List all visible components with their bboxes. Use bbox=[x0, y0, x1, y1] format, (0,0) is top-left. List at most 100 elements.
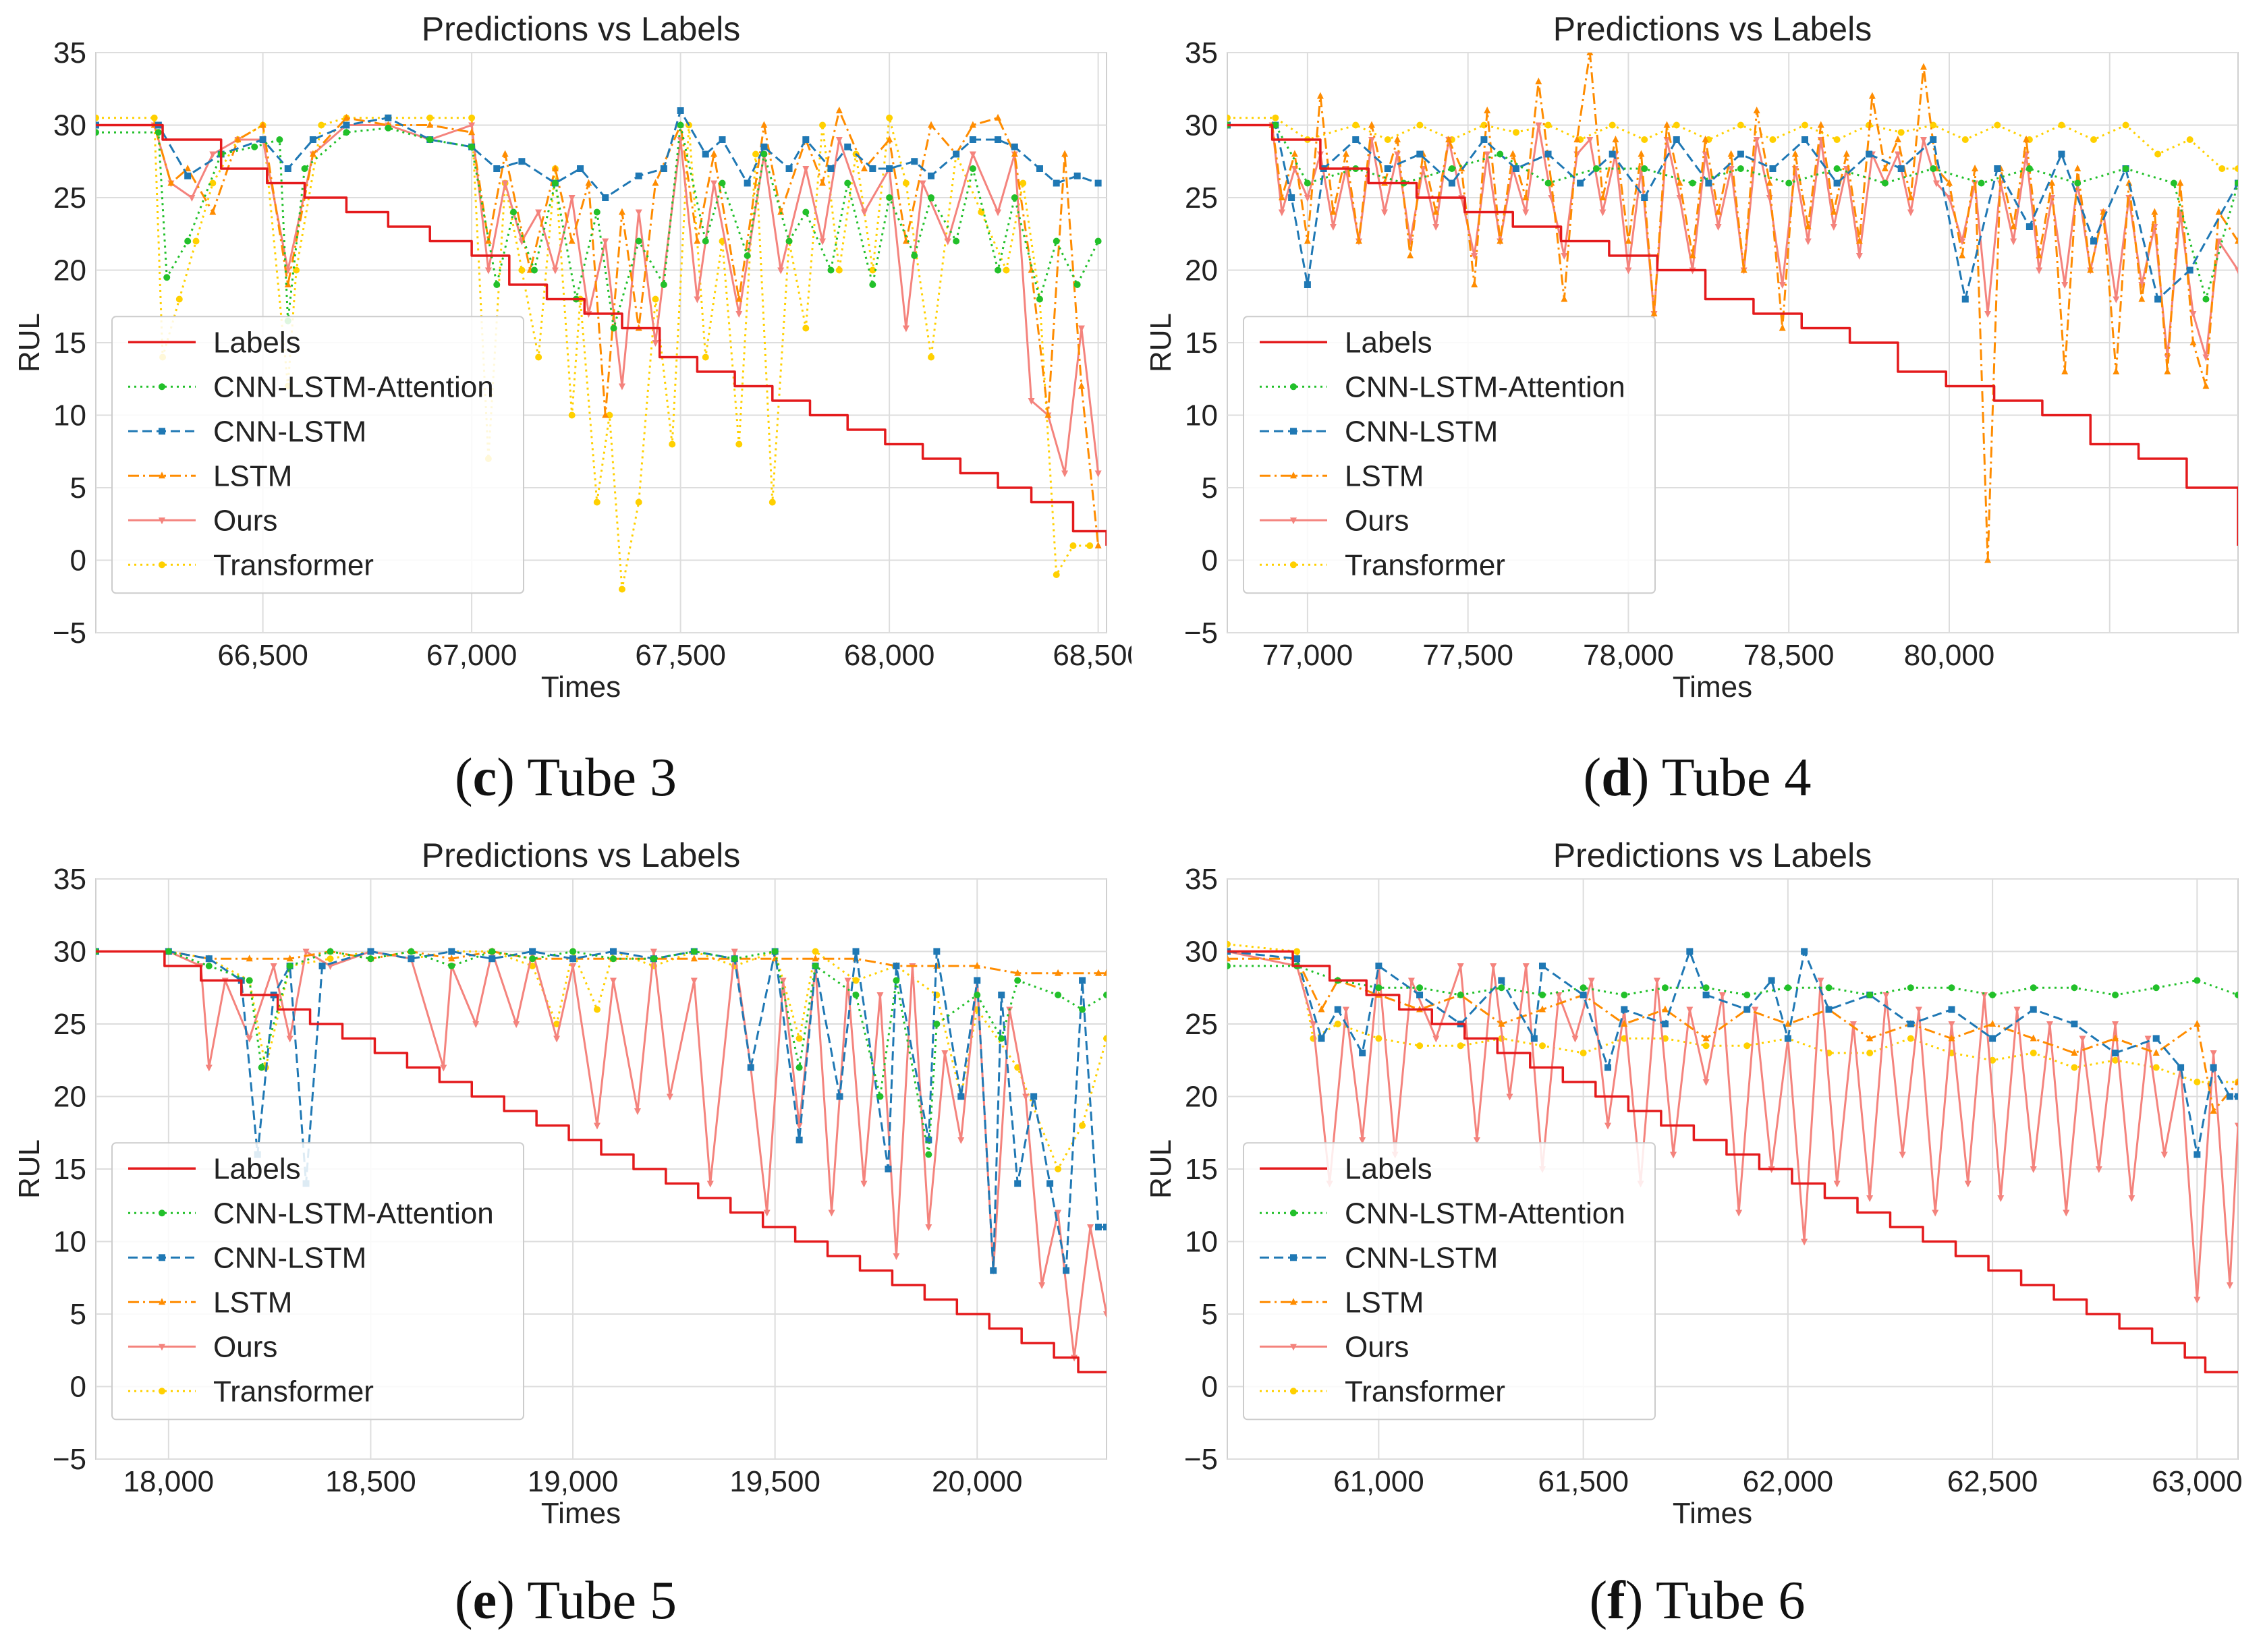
ours-point bbox=[1555, 992, 1563, 999]
cnn-lstm-attention-point bbox=[286, 963, 294, 969]
series-labels bbox=[1227, 950, 2238, 1373]
y-tick-label: 5 bbox=[1202, 1298, 1218, 1331]
lstm-point bbox=[2202, 382, 2210, 389]
ours-point bbox=[957, 1137, 965, 1144]
cnn-lstm-point bbox=[1737, 150, 1744, 158]
cnn-lstm-point bbox=[609, 948, 617, 955]
y-tick-label: 15 bbox=[1185, 1153, 1218, 1186]
ours-point bbox=[1882, 992, 1890, 999]
ours-point bbox=[2095, 1166, 2102, 1173]
series-cnn-lstm-attention bbox=[1227, 963, 2238, 998]
transformer-point bbox=[1079, 1122, 1086, 1129]
cnn-lstm-point bbox=[1384, 165, 1391, 172]
cnn-lstm-attention-point bbox=[155, 129, 162, 136]
legend-transformer-point bbox=[1290, 561, 1297, 569]
transformer-point bbox=[795, 1035, 803, 1042]
lstm-point bbox=[1791, 150, 1799, 157]
ours-point bbox=[835, 137, 843, 144]
ours-point bbox=[1310, 1021, 1317, 1028]
lstm-point bbox=[1484, 107, 1491, 113]
y-axis-label: RUL bbox=[13, 1139, 46, 1199]
lstm-point bbox=[2113, 368, 2120, 374]
cnn-lstm-attention-point bbox=[2194, 977, 2201, 984]
cnn-lstm-attention-point bbox=[251, 143, 258, 150]
cnn-lstm-point bbox=[1530, 1035, 1538, 1042]
transformer-point bbox=[1416, 1042, 1424, 1050]
legend-entry-cnn-lstm: CNN-LSTM bbox=[213, 1241, 366, 1274]
cnn-lstm-attention-point bbox=[408, 948, 415, 955]
legend-entry-cnn-lstm-attention: CNN-LSTM-Attention bbox=[213, 1197, 494, 1230]
x-tick-label: 18,000 bbox=[123, 1465, 215, 1498]
ours-point bbox=[1506, 1093, 1513, 1101]
cnn-lstm-point bbox=[1079, 977, 1086, 984]
cnn-lstm-attention-point bbox=[426, 136, 434, 143]
y-tick-label: 30 bbox=[1185, 109, 1218, 142]
lstm-point bbox=[468, 128, 476, 136]
lstm-point bbox=[1342, 150, 1349, 157]
legend-box bbox=[111, 1142, 524, 1421]
ours-point bbox=[2010, 238, 2017, 246]
ours-point bbox=[1028, 398, 1035, 405]
cnn-lstm-point bbox=[518, 158, 526, 165]
transformer-point bbox=[150, 114, 158, 121]
transformer-point bbox=[669, 440, 676, 448]
cnn-lstm-attention-point bbox=[163, 274, 171, 281]
lstm-point bbox=[812, 955, 819, 962]
cnn-lstm-point bbox=[2112, 1050, 2119, 1056]
ours-point bbox=[706, 1180, 714, 1188]
cnn-lstm-attention-point bbox=[969, 165, 976, 172]
y-tick-label: 20 bbox=[53, 254, 86, 287]
caption-tube-5: (e) Tube 5 bbox=[455, 1571, 677, 1630]
lstm-point bbox=[1329, 208, 1337, 215]
ours-point bbox=[2063, 1209, 2070, 1217]
cnn-lstm-point bbox=[836, 1093, 843, 1100]
rul-chart-tube-5: −5 0 5 10 15 20 25 30 35 18,000 18,500 19,000 19,500… bbox=[13, 836, 1107, 1530]
cnn-lstm-point bbox=[2186, 266, 2194, 274]
transformer-point bbox=[2030, 1050, 2037, 1056]
ours-point bbox=[1833, 1180, 1841, 1188]
cnn-lstm-attention-point bbox=[551, 179, 559, 187]
series-line-ours bbox=[96, 124, 1100, 474]
legend-ours-point bbox=[159, 517, 165, 525]
x-tick-label: 78,000 bbox=[1583, 639, 1674, 672]
cnn-lstm-point bbox=[343, 121, 350, 129]
lstm-point bbox=[1946, 179, 1953, 186]
lstm-point bbox=[2061, 368, 2069, 374]
ours-point bbox=[1932, 180, 1940, 188]
legend-lstm-point bbox=[159, 472, 165, 479]
cnn-lstm-point bbox=[1359, 1050, 1366, 1056]
lstm-point bbox=[1355, 237, 1362, 244]
transformer-point bbox=[1544, 121, 1552, 129]
transformer-point bbox=[852, 977, 860, 984]
transformer-point bbox=[318, 121, 325, 129]
lstm-point bbox=[1586, 53, 1594, 55]
ours-point bbox=[694, 296, 701, 304]
ours-point bbox=[779, 977, 787, 985]
ours-point bbox=[468, 122, 476, 130]
ours-point bbox=[1779, 282, 1786, 289]
ours-point bbox=[2226, 1282, 2233, 1289]
lstm-point bbox=[1843, 150, 1850, 157]
ours-point bbox=[1522, 963, 1530, 970]
cnn-lstm-point bbox=[1011, 143, 1018, 150]
cnn-lstm-point bbox=[974, 977, 981, 984]
y-tick-label: 30 bbox=[53, 109, 86, 142]
legend-box bbox=[1243, 1142, 1656, 1421]
cnn-lstm-point bbox=[1609, 150, 1616, 158]
ours-point bbox=[2036, 267, 2043, 275]
cnn-lstm-attention-point bbox=[933, 1021, 941, 1027]
cnn-lstm-attention-point bbox=[911, 252, 918, 259]
ours-point bbox=[1997, 1195, 2005, 1202]
transformer-point bbox=[1416, 121, 1424, 129]
transformer-point bbox=[635, 499, 642, 506]
series-line-labels bbox=[1227, 123, 2238, 546]
ours-point bbox=[1490, 963, 1497, 970]
transformer-point bbox=[1019, 179, 1027, 187]
transformer-point bbox=[518, 266, 526, 274]
cnn-lstm-point bbox=[1930, 136, 1937, 143]
legend-cnn-lstm-point bbox=[1290, 428, 1297, 435]
ours-point bbox=[602, 238, 609, 246]
cnn-lstm-attention-point bbox=[844, 179, 851, 187]
cnn-lstm-point bbox=[529, 948, 536, 955]
y-tick-label: 30 bbox=[1185, 936, 1218, 969]
